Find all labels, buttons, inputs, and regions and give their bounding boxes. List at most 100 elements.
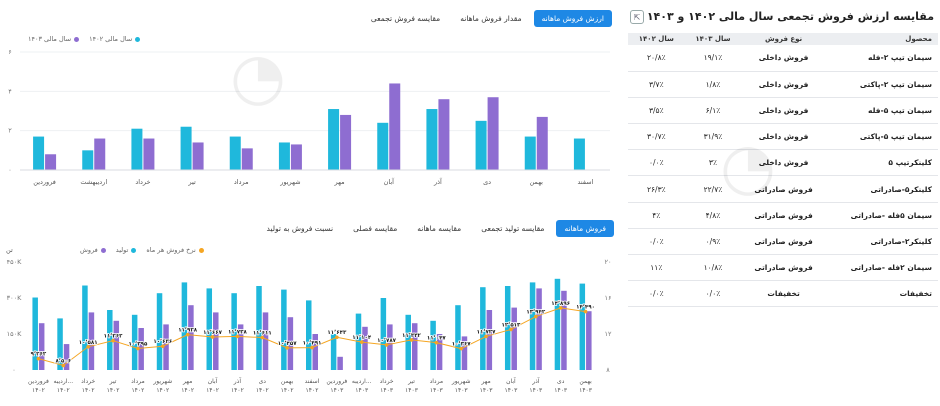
bar-production[interactable] bbox=[181, 282, 188, 370]
bar-1403[interactable] bbox=[389, 83, 401, 170]
bar-1402[interactable] bbox=[131, 128, 143, 170]
sales-rate-point[interactable] bbox=[583, 309, 588, 314]
top-tab-2[interactable]: مقایسه فروش تجمعی bbox=[370, 14, 441, 23]
bottom-tab-1[interactable]: مقایسه تولید تجمعی bbox=[481, 224, 545, 233]
bottom-tab-3[interactable]: مقایسه فصلی bbox=[353, 224, 398, 233]
bar-1402[interactable] bbox=[426, 109, 438, 170]
bar-sales[interactable] bbox=[486, 310, 493, 370]
bar-sales[interactable] bbox=[287, 317, 294, 370]
bar-production[interactable] bbox=[57, 318, 63, 370]
bar-production[interactable] bbox=[131, 314, 138, 370]
bar-1403[interactable] bbox=[45, 154, 57, 170]
bar-production[interactable] bbox=[156, 293, 163, 370]
top-tab-0[interactable]: ارزش فروش ماهانه bbox=[533, 10, 612, 27]
sales-rate-point[interactable] bbox=[359, 340, 364, 344]
sales-rate-point[interactable] bbox=[86, 344, 90, 349]
bar-sales[interactable] bbox=[163, 324, 169, 370]
sales-rate-point[interactable] bbox=[285, 346, 289, 350]
table-header-cell[interactable]: سال ۱۴۰۲ bbox=[628, 33, 685, 45]
bar-sales[interactable] bbox=[237, 324, 244, 370]
bar-1403[interactable] bbox=[143, 138, 155, 170]
sales-rate-point[interactable] bbox=[210, 335, 215, 339]
sales-rate-point[interactable] bbox=[484, 334, 488, 339]
bar-sales[interactable] bbox=[38, 323, 45, 370]
bar-1403[interactable] bbox=[192, 142, 204, 170]
sales-rate-point[interactable] bbox=[534, 314, 538, 319]
sales-rate-point[interactable] bbox=[310, 345, 314, 350]
bar-sales[interactable] bbox=[337, 356, 343, 370]
bar-sales[interactable] bbox=[113, 320, 120, 370]
bar-1402[interactable] bbox=[180, 126, 192, 170]
bar-1402[interactable] bbox=[278, 142, 290, 170]
bar-1402[interactable] bbox=[377, 122, 389, 170]
export-icon[interactable]: ⇱ bbox=[630, 10, 644, 24]
bar-sales[interactable] bbox=[561, 290, 567, 370]
bar-sales[interactable] bbox=[536, 288, 542, 370]
table-header-cell[interactable]: محصول bbox=[825, 33, 938, 45]
bar-sales[interactable] bbox=[213, 312, 219, 370]
bar-1402[interactable] bbox=[229, 136, 241, 170]
bar-1403[interactable] bbox=[241, 148, 253, 170]
bar-sales[interactable] bbox=[138, 328, 144, 370]
sales-rate-point[interactable] bbox=[434, 340, 439, 345]
top-legend-item[interactable]: سال مالی ۱۴۰۳ bbox=[28, 35, 80, 43]
bar-production[interactable] bbox=[330, 334, 337, 370]
bar-production[interactable] bbox=[455, 305, 461, 370]
bar-sales[interactable] bbox=[411, 323, 418, 370]
top-legend-item[interactable]: سال مالی ۱۴۰۲ bbox=[89, 35, 141, 43]
sales-rate-point[interactable] bbox=[160, 344, 165, 349]
sales-rate-point[interactable] bbox=[409, 338, 414, 342]
bottom-legend-item[interactable]: فروش bbox=[80, 246, 106, 254]
bar-production[interactable] bbox=[82, 285, 88, 370]
bar-production[interactable] bbox=[579, 283, 586, 370]
bar-production[interactable] bbox=[306, 300, 312, 370]
bar-production[interactable] bbox=[380, 298, 387, 370]
bar-sales[interactable] bbox=[312, 334, 319, 370]
bar-1403[interactable] bbox=[290, 144, 302, 170]
bar-production[interactable] bbox=[529, 282, 536, 370]
bar-1403[interactable] bbox=[536, 116, 548, 170]
bar-sales[interactable] bbox=[88, 312, 95, 370]
bar-1403[interactable] bbox=[340, 114, 352, 170]
bar-production[interactable] bbox=[256, 286, 262, 370]
bar-1402[interactable] bbox=[328, 109, 340, 170]
bar-sales[interactable] bbox=[188, 305, 194, 370]
bar-production[interactable] bbox=[504, 286, 511, 370]
sales-rate-point[interactable] bbox=[384, 343, 389, 347]
bottom-legend-item[interactable]: نرخ فروش هر ماه bbox=[146, 246, 204, 254]
sales-rate-point[interactable] bbox=[260, 335, 265, 340]
sales-rate-point[interactable] bbox=[509, 327, 513, 332]
bottom-tab-0[interactable]: فروش ماهانه bbox=[556, 220, 614, 237]
bar-1403[interactable] bbox=[438, 99, 450, 170]
bar-production[interactable] bbox=[554, 278, 561, 370]
bar-production[interactable] bbox=[480, 287, 486, 370]
bar-production[interactable] bbox=[32, 297, 38, 370]
sales-rate-point[interactable] bbox=[36, 356, 41, 361]
bar-1403[interactable] bbox=[94, 138, 106, 170]
bottom-tab-4[interactable]: نسبت فروش به تولید bbox=[266, 224, 334, 233]
bar-sales[interactable] bbox=[63, 344, 70, 370]
sales-rate-point[interactable] bbox=[111, 338, 115, 343]
bar-production[interactable] bbox=[107, 310, 113, 370]
bar-sales[interactable] bbox=[511, 307, 517, 370]
bar-production[interactable] bbox=[430, 320, 436, 370]
sales-rate-point[interactable] bbox=[558, 306, 563, 310]
bar-production[interactable] bbox=[405, 314, 411, 370]
bar-1403[interactable] bbox=[487, 97, 499, 170]
top-tab-1[interactable]: مقدار فروش ماهانه bbox=[460, 14, 522, 23]
sales-rate-point[interactable] bbox=[61, 363, 66, 368]
bottom-legend-item[interactable]: تولید bbox=[116, 246, 137, 254]
sales-rate-point[interactable] bbox=[335, 335, 339, 340]
bar-1402[interactable] bbox=[573, 138, 585, 170]
sales-rate-point[interactable] bbox=[235, 334, 240, 339]
bar-1402[interactable] bbox=[33, 136, 45, 170]
bar-production[interactable] bbox=[231, 293, 237, 370]
bar-production[interactable] bbox=[281, 289, 287, 370]
bar-1402[interactable] bbox=[475, 120, 487, 170]
bar-sales[interactable] bbox=[262, 312, 269, 370]
bar-sales[interactable] bbox=[436, 334, 443, 370]
bar-production[interactable] bbox=[206, 288, 213, 370]
bar-sales[interactable] bbox=[461, 336, 468, 370]
bar-sales[interactable] bbox=[586, 311, 592, 370]
table-header-cell[interactable]: نوع فروش bbox=[741, 33, 826, 45]
